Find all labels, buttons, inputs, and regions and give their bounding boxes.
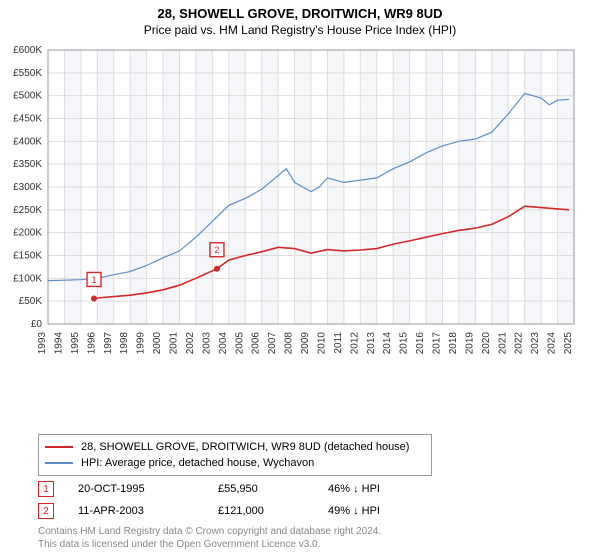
footnote-line: This data is licensed under the Open Gov… [38, 539, 381, 552]
chart-container: 28, SHOWELL GROVE, DROITWICH, WR9 8UD Pr… [0, 0, 600, 560]
svg-text:2002: 2002 [185, 332, 196, 355]
legend-swatch [45, 446, 73, 448]
svg-text:£600K: £600K [13, 45, 42, 56]
svg-text:2005: 2005 [234, 332, 245, 355]
svg-text:£250K: £250K [13, 205, 42, 216]
svg-text:2011: 2011 [333, 332, 344, 354]
marker-badge: 2 [38, 503, 54, 519]
svg-text:1993: 1993 [37, 332, 48, 355]
chart-subtitle: Price paid vs. HM Land Registry's House … [0, 21, 600, 37]
svg-text:1998: 1998 [119, 332, 130, 355]
sale-date: 11-APR-2003 [78, 505, 218, 517]
chart-title: 28, SHOWELL GROVE, DROITWICH, WR9 8UD [0, 0, 600, 21]
table-row: 1 20-OCT-1995 £55,950 46% ↓ HPI [38, 478, 438, 500]
line-chart: 1993199419951996199719981999200020012002… [48, 46, 578, 376]
svg-text:2017: 2017 [432, 332, 443, 355]
svg-text:2010: 2010 [316, 332, 327, 355]
svg-text:£150K: £150K [13, 251, 42, 262]
svg-text:2013: 2013 [366, 332, 377, 355]
svg-text:£500K: £500K [13, 91, 42, 102]
svg-text:£350K: £350K [13, 159, 42, 170]
svg-text:2025: 2025 [563, 332, 574, 355]
legend-item: HPI: Average price, detached house, Wych… [45, 455, 425, 471]
sale-price: £55,950 [218, 483, 328, 495]
svg-text:1999: 1999 [136, 332, 147, 355]
svg-text:£450K: £450K [13, 114, 42, 125]
svg-text:2006: 2006 [251, 332, 262, 355]
svg-text:2009: 2009 [300, 332, 311, 355]
legend-swatch [45, 462, 73, 464]
legend-label: 28, SHOWELL GROVE, DROITWICH, WR9 8UD (d… [81, 441, 409, 453]
svg-text:£200K: £200K [13, 228, 42, 239]
svg-text:2003: 2003 [201, 332, 212, 355]
svg-text:2004: 2004 [218, 332, 229, 355]
svg-text:1997: 1997 [103, 332, 114, 355]
sales-table: 1 20-OCT-1995 £55,950 46% ↓ HPI 2 11-APR… [38, 478, 438, 522]
svg-text:2012: 2012 [349, 332, 360, 355]
legend-item: 28, SHOWELL GROVE, DROITWICH, WR9 8UD (d… [45, 439, 425, 455]
svg-text:£50K: £50K [19, 296, 43, 307]
svg-text:£400K: £400K [13, 136, 42, 147]
svg-text:2001: 2001 [169, 332, 180, 355]
svg-text:2020: 2020 [481, 332, 492, 355]
svg-text:£100K: £100K [13, 273, 42, 284]
svg-text:£300K: £300K [13, 182, 42, 193]
legend-label: HPI: Average price, detached house, Wych… [81, 457, 314, 469]
svg-text:2024: 2024 [547, 332, 558, 355]
svg-text:£0: £0 [31, 319, 43, 330]
svg-text:2016: 2016 [415, 332, 426, 355]
svg-text:2021: 2021 [497, 332, 508, 355]
footnote-line: Contains HM Land Registry data © Crown c… [38, 526, 381, 539]
legend: 28, SHOWELL GROVE, DROITWICH, WR9 8UD (d… [38, 434, 432, 476]
table-row: 2 11-APR-2003 £121,000 49% ↓ HPI [38, 500, 438, 522]
svg-text:2022: 2022 [514, 332, 525, 355]
marker-badge: 1 [38, 481, 54, 497]
svg-text:2018: 2018 [448, 332, 459, 355]
svg-text:1994: 1994 [53, 332, 64, 355]
svg-text:2007: 2007 [267, 332, 278, 355]
svg-text:2: 2 [214, 245, 219, 255]
svg-text:2019: 2019 [464, 332, 475, 355]
svg-text:2000: 2000 [152, 332, 163, 355]
svg-text:2008: 2008 [284, 332, 295, 355]
svg-text:1: 1 [92, 275, 97, 285]
footnote: Contains HM Land Registry data © Crown c… [38, 526, 381, 551]
svg-text:2014: 2014 [382, 332, 393, 355]
sale-date: 20-OCT-1995 [78, 483, 218, 495]
sale-pct: 49% ↓ HPI [328, 505, 438, 517]
svg-text:1996: 1996 [86, 332, 97, 355]
sale-price: £121,000 [218, 505, 328, 517]
sale-pct: 46% ↓ HPI [328, 483, 438, 495]
svg-text:£550K: £550K [13, 68, 42, 79]
svg-text:1995: 1995 [70, 332, 81, 355]
svg-text:2015: 2015 [399, 332, 410, 355]
svg-text:2023: 2023 [530, 332, 541, 355]
